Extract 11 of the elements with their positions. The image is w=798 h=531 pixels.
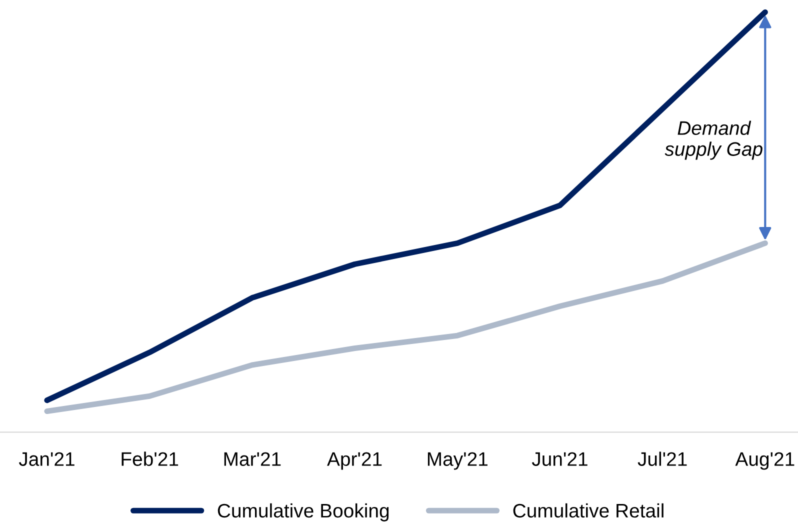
x-tick-label: May'21 (428, 452, 488, 470)
x-tick-label: Aug'21 (735, 452, 794, 470)
x-tick-label: Mar'21 (224, 452, 281, 466)
x-tick-label: Apr'21 (327, 452, 382, 470)
x-tick-label: Feb'21 (122, 452, 178, 466)
x-tick-label: Jun'21 (532, 452, 588, 466)
legend-label: Cumulative Booking (218, 503, 389, 522)
legend-label: Cumulative Retail (513, 503, 664, 518)
x-tick-label: Jul'21 (638, 452, 687, 466)
annotation: Demand supply Gap (664, 120, 762, 160)
x-tick-label: Jan'21 (18, 452, 74, 466)
